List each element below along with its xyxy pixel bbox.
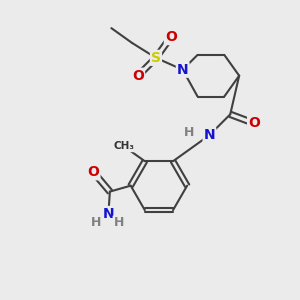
Text: O: O — [165, 30, 177, 44]
Text: H: H — [91, 216, 102, 229]
Text: H: H — [184, 126, 194, 139]
Text: CH₃: CH₃ — [113, 141, 134, 152]
Text: O: O — [248, 116, 260, 130]
Text: N: N — [103, 207, 114, 221]
Text: O: O — [132, 69, 144, 83]
Text: S: S — [151, 51, 161, 65]
Text: N: N — [204, 128, 215, 142]
Text: H: H — [114, 216, 124, 229]
Text: O: O — [88, 165, 100, 179]
Text: N: N — [177, 63, 188, 77]
